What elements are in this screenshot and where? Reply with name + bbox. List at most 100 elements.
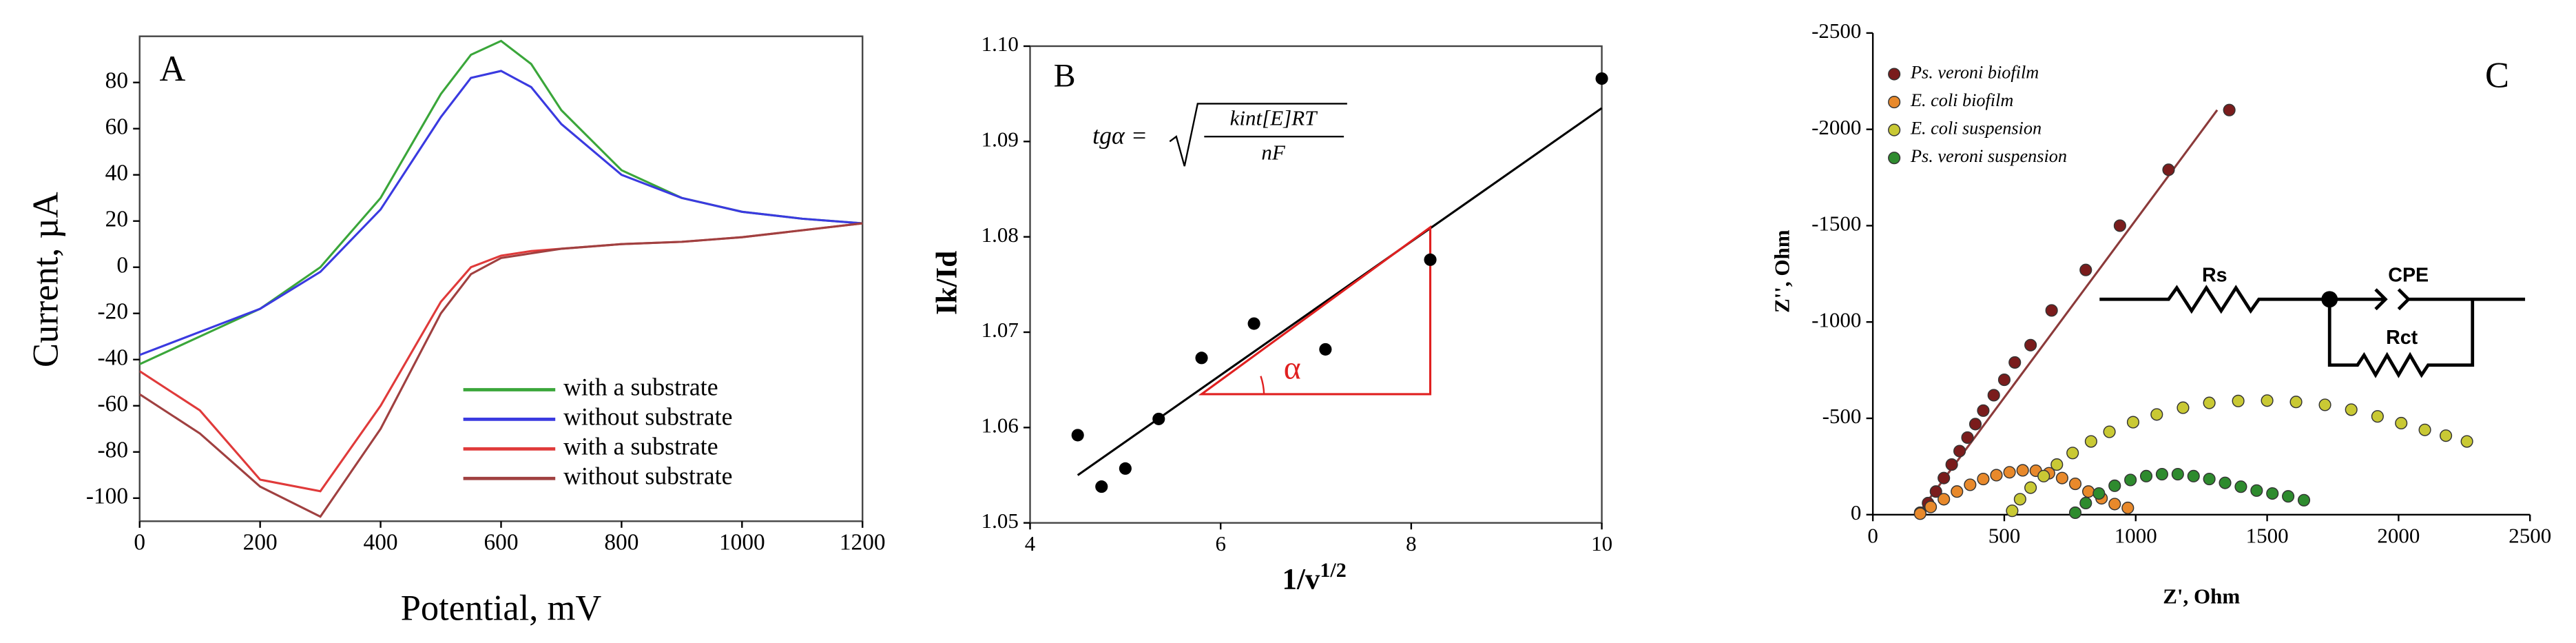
data-point bbox=[1990, 469, 2003, 482]
y-tick-label: 1.07 bbox=[981, 318, 1019, 342]
data-point bbox=[1095, 480, 1108, 493]
data-point bbox=[2103, 425, 2116, 438]
data-point bbox=[2418, 423, 2431, 436]
circuit-diagram bbox=[2099, 285, 2526, 378]
panel-letter: C bbox=[2485, 56, 2509, 96]
data-point bbox=[2068, 477, 2082, 491]
x-tick-label: 0 bbox=[1867, 523, 1878, 547]
data-point bbox=[1987, 389, 2000, 402]
data-point bbox=[2234, 480, 2247, 493]
legend-swatch bbox=[1888, 96, 1901, 109]
data-point bbox=[2282, 490, 2295, 503]
x-axis-label: Z', Ohm bbox=[2163, 584, 2240, 609]
data-point bbox=[2066, 447, 2079, 460]
x-tick-label: 500 bbox=[1988, 523, 2021, 547]
y-tick-label: 40 bbox=[105, 160, 128, 185]
legend-swatch bbox=[1888, 123, 1901, 136]
formula-lhs: tgα = bbox=[1092, 122, 1147, 150]
y-tick-label: -100 bbox=[86, 483, 128, 509]
y-tick-label: -2500 bbox=[1811, 19, 1861, 43]
data-point bbox=[2016, 464, 2029, 477]
data-point bbox=[2162, 163, 2175, 176]
x-tick-label: 1000 bbox=[719, 529, 765, 555]
data-point bbox=[2124, 473, 2137, 487]
data-point bbox=[2440, 429, 2453, 442]
y-axis-label: Ik/Id bbox=[931, 251, 964, 315]
x-tick-label: 400 bbox=[364, 529, 398, 555]
formula-root bbox=[1169, 103, 1347, 167]
y-tick-label: 60 bbox=[105, 114, 128, 139]
circuit-label: Rct bbox=[2386, 327, 2418, 349]
legend-swatch bbox=[1888, 68, 1901, 81]
y-tick-label: -20 bbox=[98, 298, 129, 324]
legend-swatch bbox=[1888, 152, 1901, 165]
data-point bbox=[1945, 458, 1958, 471]
data-point bbox=[2055, 471, 2068, 484]
data-point bbox=[2289, 396, 2303, 409]
x-axis-label: Potential, mV bbox=[401, 589, 602, 629]
data-point bbox=[2079, 496, 2092, 510]
y-axis-label: Current, µA bbox=[26, 192, 66, 367]
data-point bbox=[2050, 458, 2064, 471]
y-tick-label: -500 bbox=[1822, 404, 1862, 428]
angle-triangle bbox=[1198, 225, 1432, 396]
legend-label: with a substrate bbox=[563, 374, 718, 401]
data-point bbox=[1997, 374, 2011, 387]
x-axis-label: 1/v1/2 bbox=[1282, 558, 1347, 595]
data-point bbox=[2045, 304, 2058, 317]
data-point bbox=[2108, 498, 2121, 511]
angle-arc bbox=[1260, 376, 1265, 394]
legend-label: without substrate bbox=[563, 462, 732, 489]
data-point bbox=[2013, 493, 2026, 506]
y-tick-label: 1.06 bbox=[981, 413, 1019, 437]
data-point bbox=[1938, 471, 1951, 484]
data-point bbox=[1595, 72, 1608, 85]
data-point bbox=[1924, 500, 1938, 513]
data-point bbox=[2126, 416, 2140, 429]
y-tick-label: 0 bbox=[1851, 500, 1862, 524]
data-point bbox=[2345, 403, 2358, 416]
legend-label: without substrate bbox=[563, 403, 732, 431]
panel-letter: A bbox=[159, 49, 185, 89]
panel: 0 500 1000 1500 2000 2500 0 -500 -1000 -1500 -2000… bbox=[1769, 19, 2551, 609]
x-tick-label: 8 bbox=[1406, 531, 1417, 555]
data-point bbox=[2037, 469, 2050, 482]
data-point bbox=[2261, 394, 2274, 407]
data-point bbox=[2395, 416, 2408, 430]
data-point bbox=[1152, 412, 1165, 425]
data-point bbox=[2006, 504, 2019, 518]
data-point bbox=[2113, 219, 2126, 232]
data-point bbox=[2460, 435, 2473, 448]
data-point bbox=[2150, 408, 2163, 421]
x-tick-label: 600 bbox=[484, 529, 518, 555]
y-tick-label: 1.09 bbox=[981, 127, 1019, 151]
data-point bbox=[1938, 493, 1951, 506]
fit-line bbox=[1916, 109, 2219, 516]
data-point bbox=[2121, 501, 2134, 515]
data-point bbox=[2024, 481, 2037, 494]
formula-denominator: nF bbox=[1261, 141, 1286, 165]
y-tick-label: -80 bbox=[98, 437, 129, 462]
data-point bbox=[2003, 466, 2016, 479]
data-point bbox=[1247, 317, 1260, 330]
circuit-node bbox=[2321, 291, 2338, 308]
plot-frame bbox=[1029, 45, 1603, 524]
x-tick-label: 2500 bbox=[2509, 523, 2551, 547]
x-tick-label: 10 bbox=[1591, 531, 1612, 555]
data-point bbox=[2250, 484, 2263, 497]
data-point bbox=[1071, 429, 1084, 442]
y-tick-label: -40 bbox=[98, 345, 129, 370]
legend-label: with a substrate bbox=[563, 433, 718, 460]
x-tick-label: 800 bbox=[604, 529, 638, 555]
data-point bbox=[2219, 476, 2232, 489]
data-point bbox=[2024, 338, 2037, 351]
y-tick-label: 1.10 bbox=[981, 32, 1019, 56]
x-tick-label: 1200 bbox=[840, 529, 886, 555]
x-axis-label-sup: 1/2 bbox=[1320, 558, 1346, 582]
circuit-label: CPE bbox=[2388, 264, 2429, 286]
data-point bbox=[2232, 394, 2245, 407]
circuit-wires bbox=[2099, 285, 2526, 378]
data-point bbox=[1424, 253, 1437, 266]
data-point bbox=[1951, 485, 1964, 498]
data-point bbox=[1977, 404, 1990, 417]
